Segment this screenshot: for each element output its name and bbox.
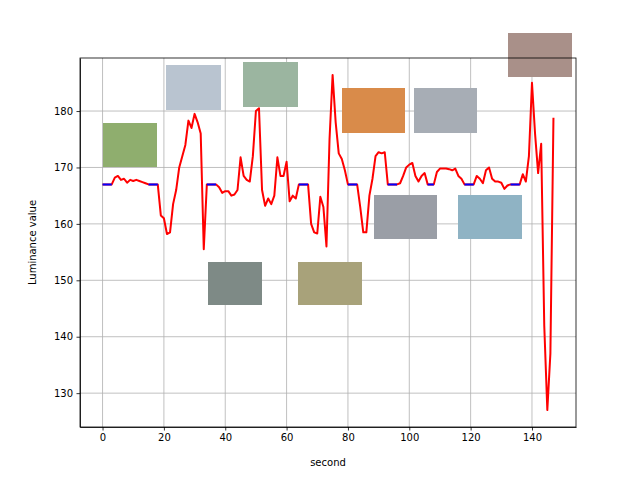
tick-mark	[225, 427, 226, 431]
x-axis: 0 20 40 60 80 100 120 140	[81, 427, 577, 443]
grid-line	[102, 58, 103, 427]
tick-label: 140	[523, 432, 542, 443]
tick-mark	[164, 427, 165, 431]
tick-label: 100	[400, 432, 419, 443]
tick: 80	[342, 427, 355, 443]
tick-label: 80	[342, 432, 355, 443]
tick-mark	[287, 427, 288, 431]
tick-label: 180	[54, 106, 73, 117]
tick: 20	[158, 427, 171, 443]
grid-line	[80, 393, 576, 394]
tick: 150	[54, 275, 80, 286]
grid-line	[286, 58, 287, 427]
tick: 120	[462, 427, 481, 443]
grid-line	[409, 58, 410, 427]
grid	[80, 58, 576, 427]
tick-label: 130	[54, 388, 73, 399]
y-axis: 130 140 150 160 170 180	[54, 59, 81, 428]
tick-label: 160	[54, 219, 73, 230]
tick: 100	[400, 427, 419, 443]
tick-mark	[77, 111, 81, 112]
grid-line	[163, 58, 164, 427]
axis-line	[80, 59, 81, 428]
thumbnail	[243, 62, 298, 107]
thumbnail	[103, 123, 157, 167]
axis-line	[81, 427, 577, 428]
tick: 60	[281, 427, 294, 443]
tick-mark	[77, 337, 81, 338]
tick-mark	[103, 427, 104, 431]
grid-line	[225, 58, 226, 427]
plot-frame	[80, 58, 576, 427]
tick: 160	[54, 219, 80, 230]
grid-line	[80, 336, 576, 337]
thumbnail	[298, 262, 362, 305]
x-axis-title: second	[310, 457, 346, 468]
tick-label: 40	[219, 432, 232, 443]
thumbnail	[374, 195, 437, 239]
tick: 170	[54, 162, 80, 173]
tick-mark	[409, 427, 410, 431]
series-line	[103, 183, 520, 185]
tick-label: 140	[54, 331, 73, 342]
chart: 0 20 40 60 80 100 120 140 130 140 150 160 170 180 seco…	[0, 0, 640, 480]
tick: 180	[54, 106, 80, 117]
tick: 0	[100, 427, 106, 443]
thumbnail	[414, 88, 477, 133]
thumbnail	[458, 195, 522, 239]
tick-mark	[77, 393, 81, 394]
tick-mark	[471, 427, 472, 431]
thumbnails	[103, 33, 572, 305]
tick-label: 0	[100, 432, 106, 443]
y-axis-title: Luminance value	[27, 200, 38, 285]
thumbnail	[342, 88, 405, 133]
series-line	[103, 75, 554, 410]
tick: 40	[219, 427, 232, 443]
tick-label: 150	[54, 275, 73, 286]
tick: 130	[54, 388, 80, 399]
grid-line	[80, 111, 576, 112]
tick-mark	[77, 167, 81, 168]
background	[0, 0, 640, 480]
tick: 140	[523, 427, 542, 443]
plot-area	[103, 75, 554, 410]
tick-mark	[77, 224, 81, 225]
tick-label: 170	[54, 162, 73, 173]
tick: 140	[54, 331, 80, 342]
thumbnail	[166, 65, 221, 110]
tick-mark	[77, 280, 81, 281]
tick-label: 20	[158, 432, 171, 443]
tick-mark	[348, 427, 349, 431]
tick-label: 60	[281, 432, 294, 443]
thumbnail	[508, 33, 572, 77]
tick-label: 120	[462, 432, 481, 443]
tick-mark	[532, 427, 533, 431]
thumbnail	[208, 262, 262, 305]
